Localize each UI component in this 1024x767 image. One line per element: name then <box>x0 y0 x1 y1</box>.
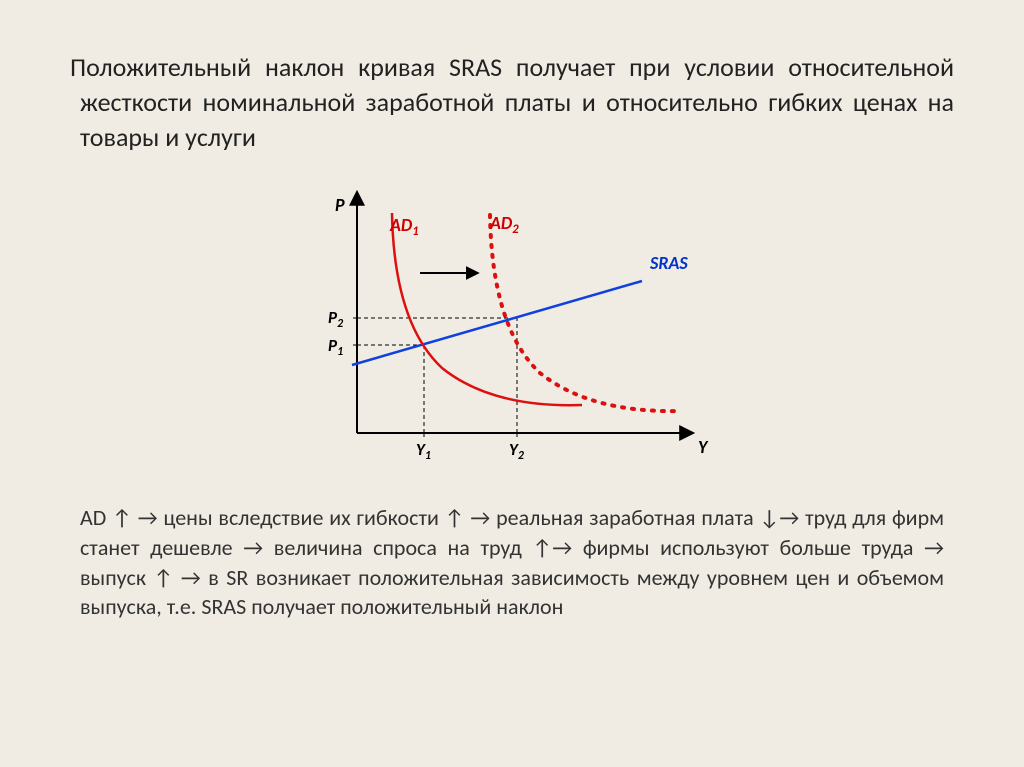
svg-text:Y: Y <box>698 436 709 458</box>
sras-ad-chart: P Y SRAS AD1 AD2 P1 P2 Y1 Y2 <box>272 173 752 483</box>
svg-text:Y1: Y1 <box>416 439 431 463</box>
svg-text:P2: P2 <box>328 307 344 331</box>
svg-text:P: P <box>335 194 345 216</box>
svg-text:AD1: AD1 <box>389 214 419 239</box>
svg-text:Y2: Y2 <box>509 439 525 463</box>
bottom-text: AD ↑ → цены вследствие их гибкости ↑ → р… <box>70 503 954 622</box>
svg-text:SRAS: SRAS <box>649 252 688 274</box>
svg-text:P1: P1 <box>328 335 343 359</box>
title-text: Положительный наклон кривая SRAS получае… <box>70 50 954 155</box>
svg-text:AD2: AD2 <box>489 212 519 237</box>
slide: Положительный наклон кривая SRAS получае… <box>0 0 1024 767</box>
chart-container: P Y SRAS AD1 AD2 P1 P2 Y1 Y2 <box>70 173 954 483</box>
